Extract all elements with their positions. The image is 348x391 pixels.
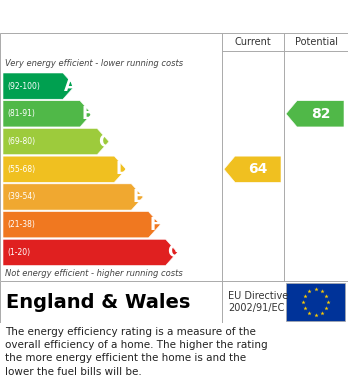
Text: Potential: Potential [294,37,338,47]
Text: D: D [115,160,129,178]
Text: C: C [98,133,110,151]
Text: Very energy efficient - lower running costs: Very energy efficient - lower running co… [5,59,183,68]
Bar [286,283,345,321]
Text: (1-20): (1-20) [7,248,30,257]
Polygon shape [3,239,177,265]
Polygon shape [3,184,143,210]
Text: Energy Efficiency Rating: Energy Efficiency Rating [10,9,220,24]
Text: E: E [132,188,144,206]
Polygon shape [3,212,160,238]
Text: F: F [150,216,161,234]
Text: G: G [167,243,180,262]
Polygon shape [3,128,109,155]
Text: (81-91): (81-91) [7,109,35,118]
Text: B: B [81,105,94,123]
Text: (92-100): (92-100) [7,82,40,91]
Polygon shape [224,156,281,182]
Text: Current: Current [235,37,271,47]
Text: 82: 82 [311,107,330,121]
Text: 64: 64 [248,162,268,176]
Text: EU Directive
2002/91/EC: EU Directive 2002/91/EC [228,291,288,313]
Text: (39-54): (39-54) [7,192,35,201]
Text: Not energy efficient - higher running costs: Not energy efficient - higher running co… [5,269,183,278]
Polygon shape [3,73,75,99]
Polygon shape [3,156,126,182]
Text: England & Wales: England & Wales [6,292,190,312]
Text: The energy efficiency rating is a measure of the
overall efficiency of a home. T: The energy efficiency rating is a measur… [5,327,268,377]
Text: (55-68): (55-68) [7,165,35,174]
Polygon shape [3,101,92,127]
Text: (21-38): (21-38) [7,220,35,229]
Text: A: A [64,77,77,95]
Text: (69-80): (69-80) [7,137,35,146]
Polygon shape [286,101,344,127]
